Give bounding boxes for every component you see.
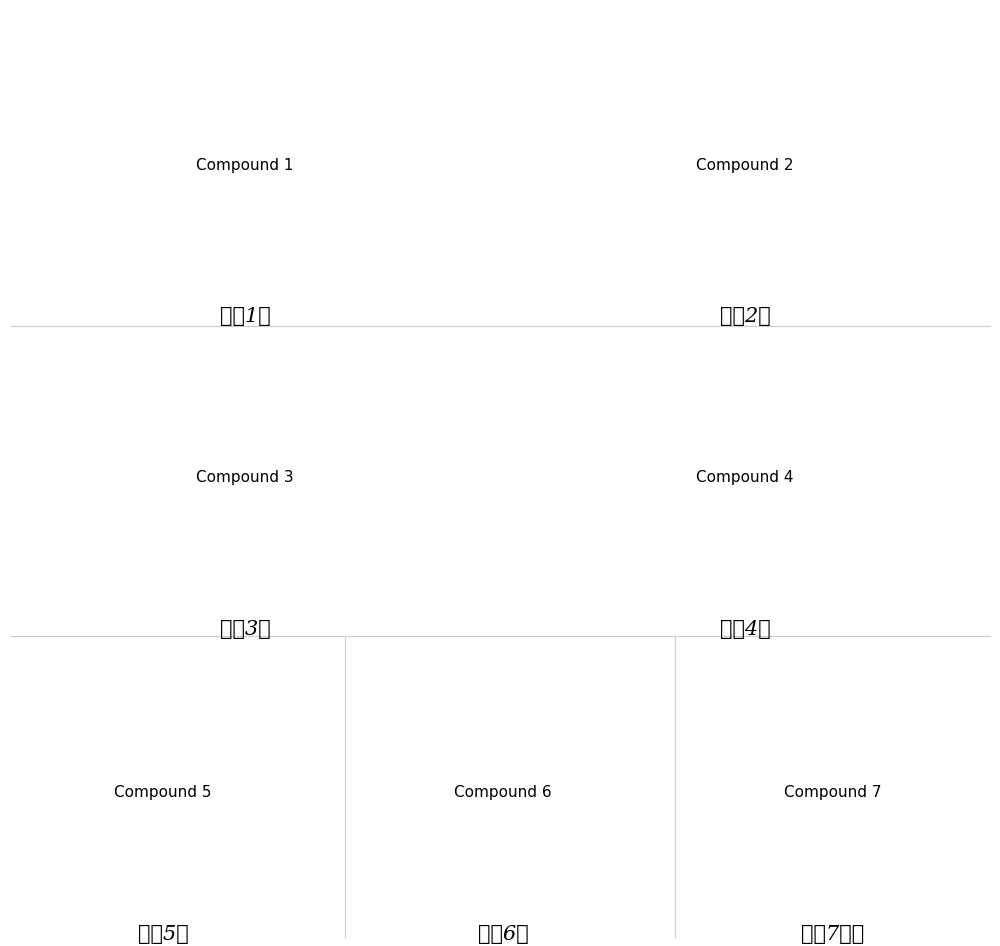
Text: 式（5）: 式（5） [138, 925, 188, 944]
Text: Compound 1: Compound 1 [196, 158, 294, 173]
Text: 式（4）: 式（4） [720, 620, 770, 639]
Text: Compound 7: Compound 7 [784, 785, 881, 799]
Text: Compound 4: Compound 4 [696, 470, 794, 485]
Text: Compound 6: Compound 6 [454, 785, 551, 799]
Text: 式（2）: 式（2） [720, 307, 770, 326]
Text: 式（6）: 式（6） [478, 925, 528, 944]
Text: 式（7）。: 式（7）。 [801, 925, 865, 944]
Text: 式（3）: 式（3） [220, 620, 270, 639]
Text: 式（1）: 式（1） [220, 307, 270, 326]
Text: Compound 2: Compound 2 [696, 158, 794, 173]
Text: Compound 3: Compound 3 [196, 470, 294, 485]
Text: Compound 5: Compound 5 [114, 785, 211, 799]
